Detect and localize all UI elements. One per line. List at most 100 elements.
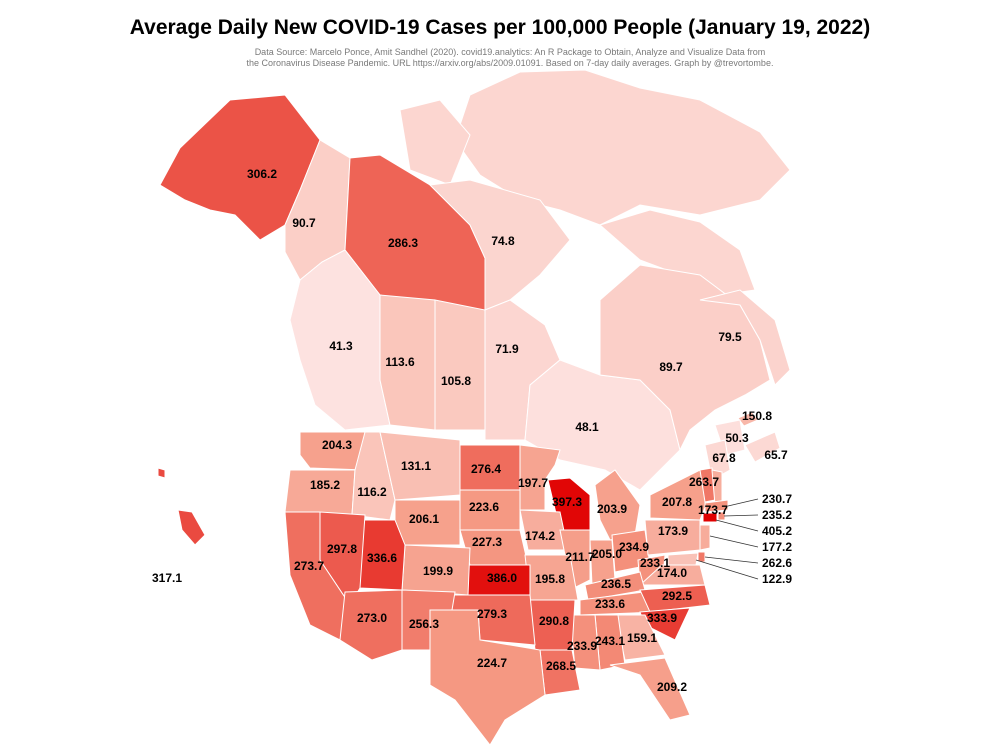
label-illinois: 211.7 [565, 550, 595, 564]
region-prince-edward-island [737, 411, 759, 427]
region-new-jersey [699, 524, 711, 551]
region-nova-scotia [744, 431, 781, 463]
region-rhode-island [717, 511, 726, 521]
label-quebec: 89.7 [659, 360, 683, 374]
map-title: Average Daily New COVID-19 Cases per 100… [129, 16, 871, 39]
value-labels: 306.2 90.7 286.3 74.8 41.3 113.6 105.8 7… [152, 167, 792, 694]
region-nunavut [428, 179, 571, 311]
label-north-carolina: 292.5 [662, 589, 692, 603]
label-nevada: 297.8 [327, 542, 357, 556]
label-nebraska: 227.3 [472, 535, 502, 549]
region-arizona [339, 589, 403, 661]
label-iowa: 174.2 [525, 529, 555, 543]
region-washington [299, 431, 366, 471]
region-illinois [559, 529, 591, 591]
label-alabama: 243.1 [595, 634, 625, 648]
label-michigan: 203.9 [597, 502, 627, 516]
label-missouri: 195.8 [535, 572, 565, 586]
label-nova-scotia: 65.7 [764, 448, 788, 462]
callout-connecticut [715, 519, 759, 532]
callout-lines [695, 498, 759, 580]
label-kansas: 386.0 [487, 571, 517, 585]
label-hawaii: 317.1 [152, 571, 182, 585]
label-maryland: 122.9 [762, 572, 792, 586]
region-alaska [159, 94, 321, 241]
region-shapes [157, 94, 791, 746]
label-california: 273.7 [294, 559, 324, 573]
label-yukon: 90.7 [292, 216, 316, 230]
region-delaware [697, 551, 706, 563]
label-alaska: 306.2 [247, 167, 277, 181]
region-baffin-island [598, 209, 756, 296]
label-new-jersey: 177.2 [762, 540, 792, 554]
label-delaware: 262.6 [762, 556, 792, 570]
callout-massachusetts [727, 498, 759, 507]
label-oklahoma: 279.3 [477, 607, 507, 621]
label-utah: 336.6 [367, 551, 397, 565]
label-new-mexico: 256.3 [409, 617, 439, 631]
label-tennessee: 233.6 [595, 597, 625, 611]
label-colorado: 199.9 [423, 564, 453, 578]
label-north-dakota: 276.4 [471, 462, 501, 476]
label-alberta: 113.6 [385, 355, 415, 369]
region-virginia [638, 564, 706, 586]
region-saskatchewan [434, 299, 486, 431]
label-connecticut: 405.2 [762, 524, 792, 538]
label-montana: 131.1 [401, 459, 431, 473]
region-quebec [599, 264, 771, 452]
label-maine: 67.8 [712, 451, 736, 465]
label-british-columbia: 41.3 [329, 339, 353, 353]
region-arctic-islands [454, 69, 791, 226]
label-massachusetts: 230.7 [762, 492, 792, 506]
label-kentucky: 236.5 [601, 577, 631, 591]
callout-rhode-island [723, 514, 759, 517]
callout-new-jersey [709, 535, 759, 548]
callout-delaware [704, 556, 759, 564]
region-hawaii [157, 467, 206, 546]
label-new-york: 207.8 [662, 495, 692, 509]
label-newfoundland-labrador: 79.5 [718, 330, 742, 344]
region-hudson-island [399, 99, 471, 186]
label-mississippi: 233.9 [567, 639, 597, 653]
label-south-carolina: 333.9 [647, 611, 677, 625]
label-louisiana: 268.5 [546, 659, 576, 673]
label-georgia: 159.1 [627, 631, 657, 645]
label-rhode-island: 235.2 [762, 508, 792, 522]
region-oregon [284, 469, 356, 516]
label-oregon: 185.2 [310, 478, 340, 492]
region-newfoundland-labrador [699, 289, 791, 386]
label-ontario: 48.1 [575, 420, 599, 434]
label-ohio: 234.9 [619, 540, 649, 554]
label-idaho: 116.2 [357, 485, 387, 499]
label-washington: 204.3 [322, 438, 352, 452]
label-pennsylvania: 173.9 [658, 524, 688, 538]
label-new-brunswick: 50.3 [725, 431, 749, 445]
region-maryland [667, 552, 699, 566]
region-mississippi [569, 614, 601, 671]
label-florida: 209.2 [657, 680, 687, 694]
label-arizona: 273.0 [357, 611, 387, 625]
label-south-dakota: 223.6 [469, 500, 499, 514]
label-arkansas: 290.8 [539, 614, 569, 628]
source-line-2: the Coronavirus Disease Pandemic. URL ht… [246, 58, 774, 68]
label-prince-edward-island: 150.8 [742, 409, 772, 423]
region-north-carolina [639, 584, 711, 613]
label-nunavut: 74.8 [491, 234, 515, 248]
label-wisconsin: 397.3 [552, 495, 582, 509]
label-indiana: 205.0 [592, 547, 622, 561]
label-virginia: 174.0 [657, 566, 687, 580]
data-source-note: Data Source: Marcelo Ponce, Amit Sandhel… [150, 47, 870, 69]
label-saskatchewan: 105.8 [441, 374, 471, 388]
label-texas: 224.7 [477, 656, 507, 670]
label-manitoba: 71.9 [495, 342, 519, 356]
label-new-hampshire: 173.7 [698, 503, 728, 517]
region-connecticut [702, 512, 718, 523]
region-florida [609, 657, 691, 721]
label-vermont: 263.7 [689, 475, 719, 489]
source-line-1: Data Source: Marcelo Ponce, Amit Sandhel… [254, 47, 766, 57]
region-texas [429, 609, 546, 746]
label-northwest-territories: 286.3 [388, 236, 418, 250]
region-massachusetts [704, 499, 729, 513]
callout-maryland [695, 559, 759, 580]
